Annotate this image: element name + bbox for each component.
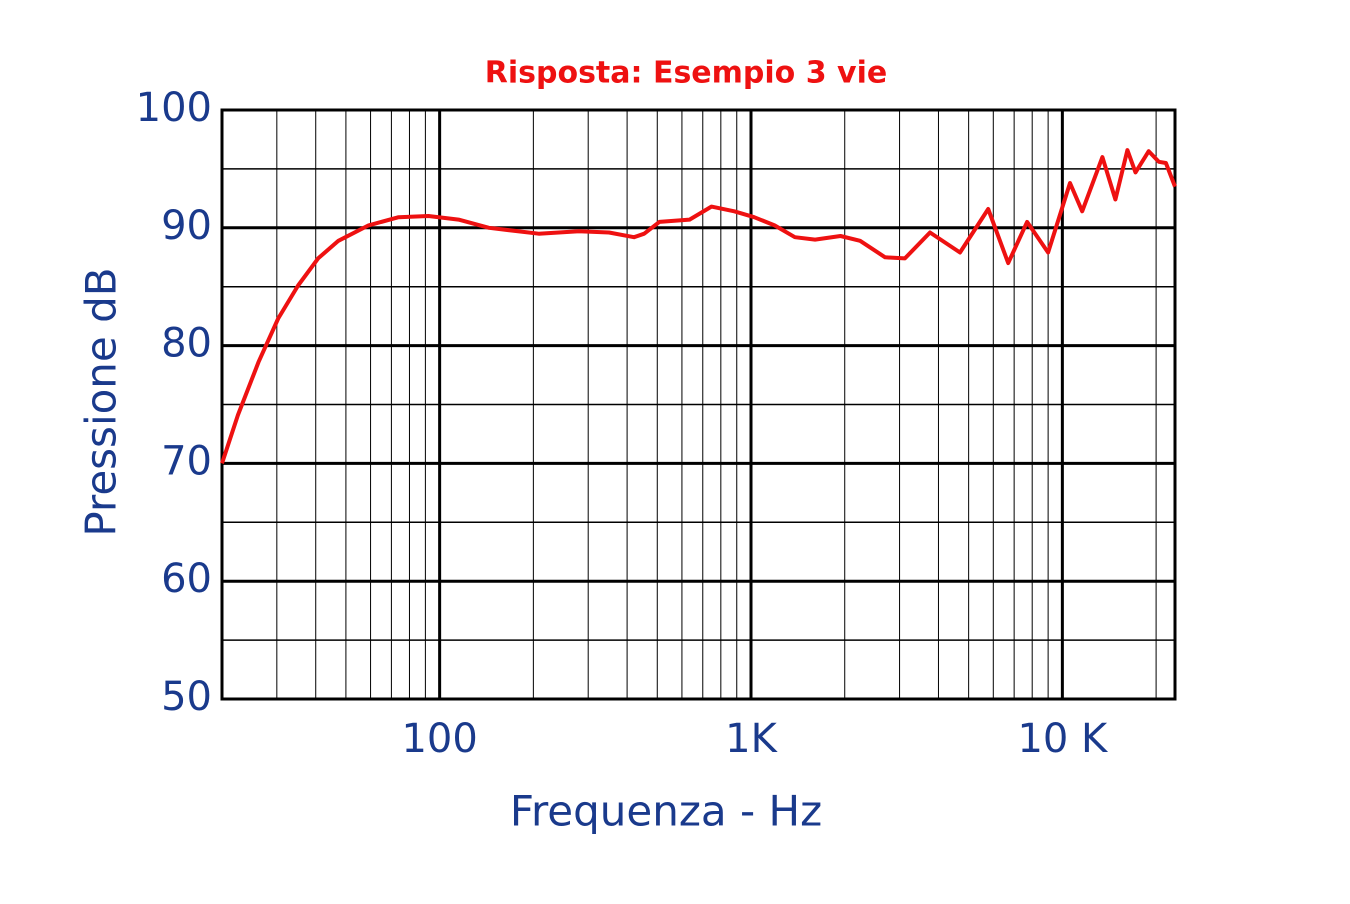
y-axis-label: Pressione dB [77, 267, 126, 536]
x-tick-label: 1K [725, 716, 778, 762]
y-tick-label: 80 [161, 321, 212, 367]
y-tick-label: 70 [161, 438, 212, 484]
y-tick-label: 60 [161, 556, 212, 602]
plot-frame [220, 108, 1177, 701]
y-tick-label: 50 [161, 674, 212, 720]
x-tick-label: 10 K [1017, 716, 1109, 762]
chart-title: Risposta: Esempio 3 vie [485, 56, 887, 91]
x-tick-label: 100 [401, 716, 477, 762]
y-tick-label: 90 [161, 203, 212, 249]
x-axis-label: Frequenza - Hz [510, 787, 822, 836]
response-line [220, 148, 1177, 465]
y-tick-label: 100 [136, 85, 212, 131]
